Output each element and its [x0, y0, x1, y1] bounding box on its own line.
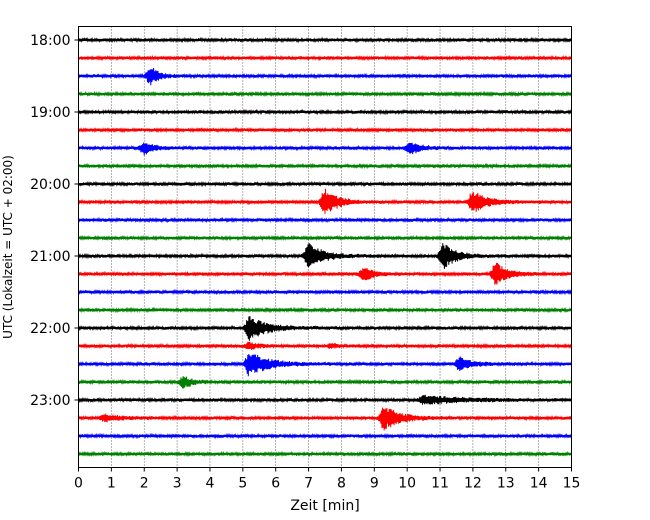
trace-2045 [78, 234, 572, 242]
plot-frame [78, 26, 572, 468]
trace-2215 [78, 341, 572, 350]
x-tick-label: 14 [530, 476, 548, 492]
trace-2300 [78, 394, 572, 405]
trace-2030 [78, 216, 572, 224]
y-tick-label: 19:00 [30, 105, 70, 121]
trace-1915 [78, 126, 572, 134]
trace-2345 [78, 450, 572, 458]
trace-2000 [78, 180, 572, 188]
x-tick-label: 8 [337, 476, 346, 492]
trace-2115 [78, 262, 572, 285]
x-axis-label: Zeit [min] [290, 498, 359, 514]
trace-2330 [78, 432, 572, 440]
y-tick-label: 20:00 [30, 177, 70, 193]
y-axis-ticks: 18:00 19:00 20:00 21:00 22:00 23:00 [30, 33, 79, 409]
trace-1900 [78, 108, 572, 116]
x-tick-label: 3 [173, 476, 182, 492]
y-tick-label: 21:00 [30, 249, 70, 265]
x-tick-label: 15 [563, 476, 581, 492]
x-tick-label: 4 [206, 476, 215, 492]
y-axis-label: UTC (Lokalzeit = UTC + 02:00) [1, 155, 15, 339]
y-tick-label: 22:00 [30, 321, 70, 337]
y-tick-label: 23:00 [30, 393, 70, 409]
trace-1930 [78, 142, 572, 156]
x-tick-label: 12 [464, 476, 482, 492]
x-tick-label: 7 [304, 476, 313, 492]
trace-2200 [78, 316, 572, 341]
seismic-traces [78, 36, 572, 458]
x-tick-label: 6 [271, 476, 280, 492]
trace-2315 [78, 407, 572, 431]
trace-2145 [78, 306, 572, 314]
x-tick-label: 0 [74, 476, 83, 492]
x-tick-label: 11 [431, 476, 449, 492]
x-tick-label: 9 [370, 476, 379, 492]
x-tick-label: 10 [398, 476, 416, 492]
y-tick-label: 18:00 [30, 33, 70, 49]
x-axis-ticks: 0 1 2 3 4 5 6 7 8 9 10 11 12 13 14 15 [74, 467, 581, 492]
trace-2245 [78, 376, 572, 389]
trace-2015 [78, 188, 572, 214]
trace-1845 [78, 90, 572, 98]
trace-2130 [78, 288, 572, 296]
trace-2100 [78, 242, 572, 269]
trace-1945 [78, 162, 572, 170]
x-tick-label: 2 [140, 476, 149, 492]
x-tick-label: 5 [238, 476, 247, 492]
trace-1800 [78, 36, 572, 44]
x-tick-label: 1 [107, 476, 116, 492]
trace-1830 [78, 68, 572, 86]
x-tick-label: 13 [497, 476, 515, 492]
trace-1815 [78, 54, 572, 62]
trace-2230 [78, 353, 572, 377]
